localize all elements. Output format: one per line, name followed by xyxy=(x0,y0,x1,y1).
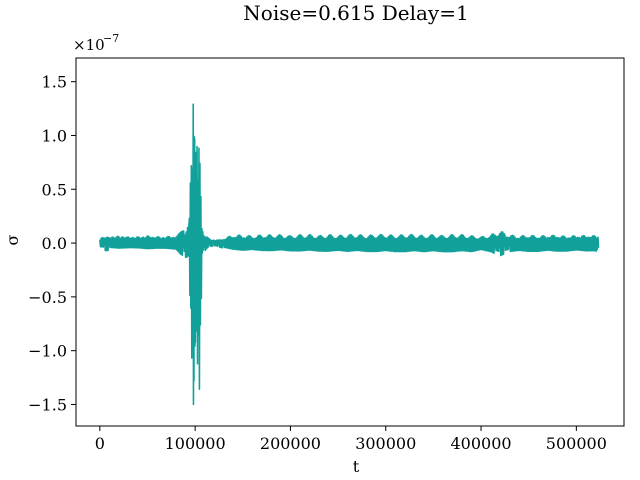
plot-area: 0 100000 200000 300000 400000 500000 −1.5 −1.0… xyxy=(28,57,625,453)
y-tick-label: −1.0 xyxy=(28,342,67,361)
axes-frame xyxy=(75,57,625,427)
y-tick-label: 1.0 xyxy=(42,126,67,145)
y-tick-label: 0.0 xyxy=(42,234,67,253)
y-axis: −1.5 −1.0 −0.5 0.0 0.5 1.0 1.5 xyxy=(28,73,76,414)
x-axis: 0 100000 200000 300000 400000 500000 xyxy=(95,426,607,453)
series-layer xyxy=(99,103,600,406)
y-tick-label: 1.5 xyxy=(42,73,67,92)
y-axis-label: σ xyxy=(3,234,22,245)
x-tick-label: 400000 xyxy=(451,434,512,453)
y-offset-base: ×10 xyxy=(73,36,105,54)
y-tick-label: −1.5 xyxy=(28,395,67,414)
x-tick-label: 0 xyxy=(95,434,105,453)
y-tick-label: 0.5 xyxy=(42,180,67,199)
series-line xyxy=(99,103,600,406)
chart-title: Noise=0.615 Delay=1 xyxy=(243,1,468,25)
x-tick-label: 500000 xyxy=(546,434,607,453)
y-offset-exponent: −7 xyxy=(103,32,119,45)
x-axis-label: t xyxy=(353,457,360,476)
x-tick-label: 200000 xyxy=(260,434,321,453)
y-tick-label: −0.5 xyxy=(28,288,67,307)
x-tick-label: 100000 xyxy=(165,434,226,453)
y-offset-label: ×10 −7 xyxy=(73,32,119,54)
x-tick-label: 300000 xyxy=(355,434,416,453)
